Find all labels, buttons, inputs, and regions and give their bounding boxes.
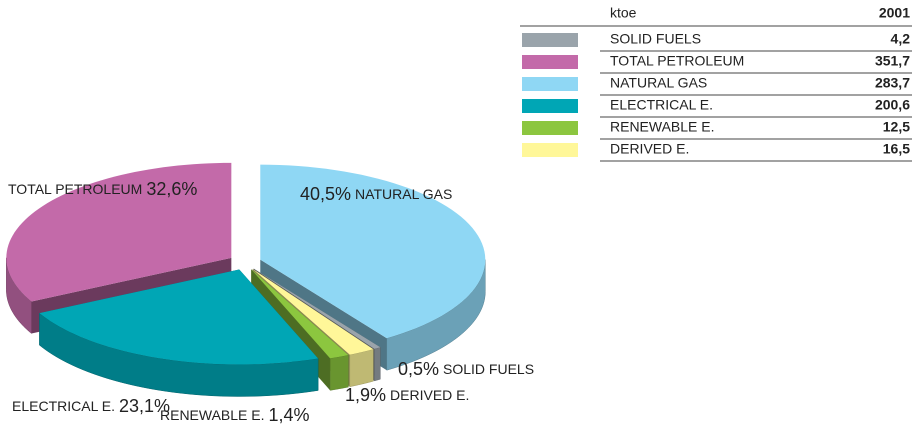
legend-label: RENEWABLE E. — [610, 119, 715, 135]
legend-swatch — [522, 77, 578, 91]
slice-wall — [374, 346, 381, 382]
slice-label-value: 23,1% — [119, 396, 170, 416]
slice-label: 1,9% DERIVED E. — [345, 385, 469, 405]
slice-top — [6, 162, 232, 302]
slice-label: TOTAL PETROLEUM 32,6% — [8, 179, 197, 199]
legend-swatch — [522, 33, 578, 47]
legend-label: NATURAL GAS — [610, 75, 707, 91]
slice-label-name: DERIVED E. — [390, 387, 469, 403]
table-value: 4,2 — [891, 31, 911, 47]
slice-wall — [349, 348, 374, 388]
slice-label-name: NATURAL GAS — [355, 186, 452, 202]
table-value: 12,5 — [883, 119, 910, 135]
slice-top — [251, 269, 349, 359]
slice-label: RENEWABLE E. 1,4% — [160, 405, 310, 425]
legend-label: SOLID FUELS — [610, 31, 701, 47]
legend-label: DERIVED E. — [610, 141, 689, 157]
slice-label-value: 32,6% — [146, 179, 197, 199]
slice-top — [39, 269, 319, 365]
legend-swatch — [522, 121, 578, 135]
slice-top — [260, 164, 486, 339]
slice-label: ELECTRICAL E. 23,1% — [12, 396, 170, 416]
table-value: 351,7 — [875, 53, 910, 69]
legend-swatch — [522, 99, 578, 113]
slice-label-value: 40,5% — [300, 184, 351, 204]
slice-wall — [386, 259, 486, 371]
legend-label: ELECTRICAL E. — [610, 97, 713, 113]
table-value: 16,5 — [883, 141, 910, 157]
legend-label: TOTAL PETROLEUM — [610, 53, 744, 69]
slice-label-name: TOTAL PETROLEUM — [8, 181, 142, 197]
slice-label-value: 0,5% — [398, 359, 439, 379]
slice-label: 40,5% NATURAL GAS — [300, 184, 452, 204]
slice-label-value: 1,4% — [269, 405, 310, 425]
slice-wall — [6, 257, 32, 335]
slice-top — [253, 268, 381, 349]
legend-swatch — [522, 55, 578, 69]
legend-swatch — [522, 143, 578, 157]
slice-label-name: ELECTRICAL E. — [12, 398, 115, 414]
table-value: 200,6 — [875, 97, 910, 113]
table-header: ktoe — [610, 5, 637, 21]
slice-label-name: SOLID FUELS — [443, 361, 534, 377]
table-value: 283,7 — [875, 75, 910, 91]
slice-label-value: 1,9% — [345, 385, 386, 405]
slice-top — [252, 268, 374, 355]
slice-label: 0,5% SOLID FUELS — [398, 359, 534, 379]
table-header: 2001 — [879, 5, 910, 21]
pie-slice — [39, 269, 319, 397]
slice-label-name: RENEWABLE E. — [160, 407, 265, 423]
